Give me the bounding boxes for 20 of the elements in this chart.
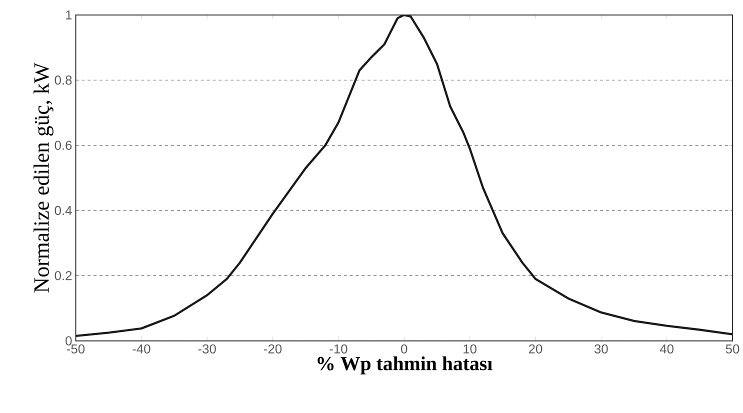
y-tick-label: 0.8 [54, 76, 72, 85]
x-tick-label: -10 [330, 344, 348, 354]
x-tick-label: -40 [132, 344, 150, 354]
x-tick-label: 40 [660, 344, 674, 354]
x-tick-label: 10 [464, 344, 476, 354]
y-tick-label: 1 [66, 10, 72, 20]
x-tick-label: 0 [401, 344, 408, 354]
y-tick-label: 0 [66, 336, 72, 346]
x-tick-label: 20 [528, 344, 542, 354]
y-axis-title: Normalize edilen güç, kW [34, 62, 54, 293]
x-axis-title: % Wp tahmin hatası [318, 356, 492, 375]
y-tick-label: 0.4 [54, 206, 72, 216]
line-series [76, 15, 733, 338]
x-tick-label: -30 [198, 344, 216, 354]
y-tick-label: 0.6 [54, 140, 72, 150]
x-tick-label: 30 [594, 344, 608, 354]
x-tick-label: -20 [264, 344, 282, 354]
y-tick-label: 0.2 [54, 271, 72, 280]
x-tick-label: 50 [726, 344, 740, 354]
x-tick-label: -50 [66, 344, 85, 354]
